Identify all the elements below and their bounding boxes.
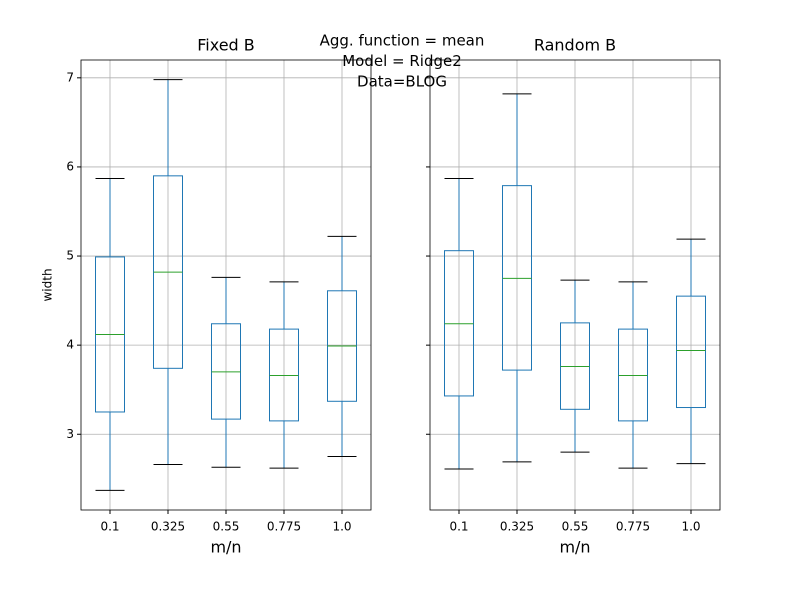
x-tick-label: 0.325 bbox=[151, 520, 185, 534]
x-tick-label: 0.55 bbox=[213, 520, 240, 534]
y-tick-label: 6 bbox=[66, 159, 74, 173]
x-axis-label: m/n bbox=[559, 538, 590, 557]
axes-title: Random B bbox=[534, 36, 616, 55]
x-tick-label: 1.0 bbox=[681, 520, 700, 534]
x-tick-label: 0.1 bbox=[449, 520, 468, 534]
x-tick-label: 0.1 bbox=[100, 520, 119, 534]
y-tick-label: 4 bbox=[66, 338, 74, 352]
x-tick-label: 0.775 bbox=[616, 520, 650, 534]
y-tick-label: 7 bbox=[66, 70, 74, 84]
x-tick-label: 0.55 bbox=[562, 520, 589, 534]
axes-frame bbox=[429, 59, 721, 511]
x-axis-label: m/n bbox=[210, 538, 241, 557]
axes-title: Fixed B bbox=[197, 36, 255, 55]
axes-frame bbox=[80, 59, 372, 511]
x-tick-label: 1.0 bbox=[332, 520, 351, 534]
box bbox=[676, 295, 706, 409]
y-tick-label: 3 bbox=[66, 427, 74, 441]
x-tick-label: 0.325 bbox=[500, 520, 534, 534]
y-tick-label: 5 bbox=[66, 249, 74, 263]
suptitle-line: Model = Ridge2 bbox=[342, 52, 462, 70]
y-axis-label: width bbox=[41, 268, 55, 301]
suptitle-line: Agg. function = mean bbox=[320, 32, 485, 50]
x-tick-label: 0.775 bbox=[267, 520, 301, 534]
suptitle-line: Data=BLOG bbox=[357, 73, 447, 91]
